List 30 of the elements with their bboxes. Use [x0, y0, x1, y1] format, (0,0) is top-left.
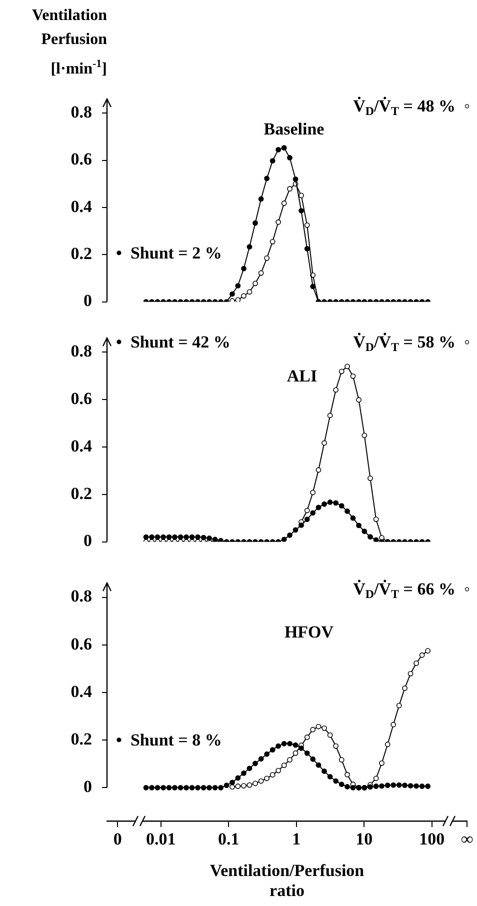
- x-tick-label: 0.01: [146, 830, 176, 849]
- y-tick-label: 0.6: [70, 389, 92, 408]
- text: Baseline: [264, 119, 325, 138]
- y-tick-label: 0.8: [70, 102, 92, 122]
- y-tick-label: 0.8: [70, 586, 92, 606]
- y-tick-label: 0.2: [70, 244, 92, 264]
- y-tick-label: 0.6: [70, 634, 92, 654]
- y-tick-label: 0.4: [70, 682, 92, 701]
- x-tick-label: 10: [356, 830, 373, 849]
- y-tick-label: 0.2: [70, 484, 92, 503]
- text: ALI: [286, 366, 318, 386]
- y-tick-label: 0.4: [70, 436, 92, 456]
- x-tick-label: 0: [113, 830, 122, 849]
- y-tick-label: 0.8: [70, 342, 92, 361]
- x-tick-label: ∞: [460, 830, 474, 849]
- x-tick-label: 100: [419, 830, 445, 849]
- y-tick-label: 0: [84, 777, 92, 796]
- y-tick-label: 0.6: [70, 150, 92, 169]
- y-tick-label: 0.4: [70, 196, 92, 216]
- annotation: • Shunt = 42 %: [116, 332, 230, 352]
- y-tick-label: 0: [84, 531, 92, 550]
- annotation: • Shunt = 8 %: [116, 730, 222, 750]
- y-tick-label: 0.2: [70, 729, 92, 748]
- y-tick-label: 0: [84, 291, 92, 310]
- x-tick-label: 0.1: [218, 830, 240, 849]
- y-axis-title: Ventilation Perfusion [l·min$^{-1}$]: [32, 6, 107, 80]
- x-tick-label: 1: [292, 830, 301, 849]
- x-axis-title: Ventilation/Perfusion ratio: [210, 860, 365, 900]
- annotation: • Shunt = 2 %: [116, 243, 222, 262]
- text: HFOV: [284, 622, 334, 642]
